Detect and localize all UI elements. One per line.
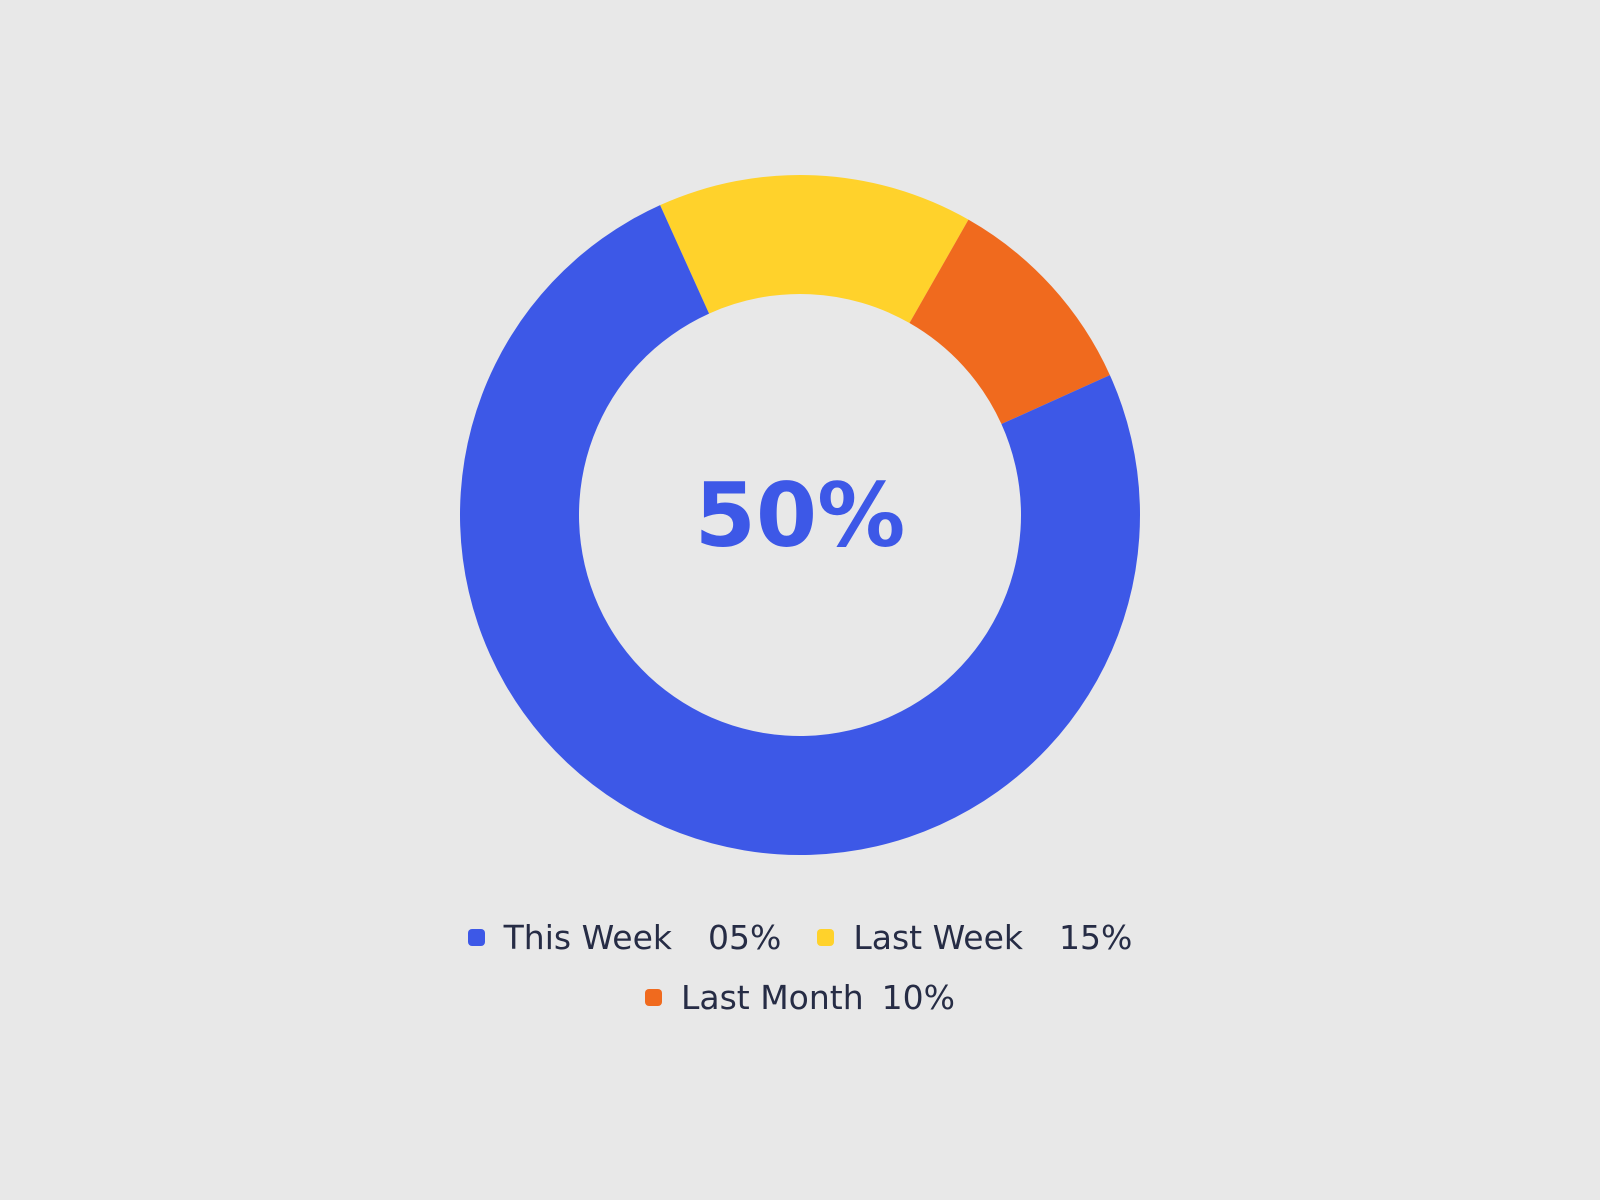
legend-value-last-week: 15% (1058, 917, 1133, 957)
legend-value-this-week: 05% (707, 917, 782, 957)
legend-swatch-last-month (644, 988, 662, 1006)
legend-item-last-month: Last Month 10% (644, 977, 956, 1017)
slice-last-month (909, 219, 1110, 425)
legend-row-2: Last Month 10% (0, 972, 1600, 1022)
legend-label-last-week: Last Week (853, 917, 1023, 957)
center-percentage-label: 50% (695, 464, 906, 567)
legend-item-this-week: This Week 05% (467, 917, 782, 957)
legend-swatch-this-week (467, 928, 485, 946)
donut-slices (460, 175, 1141, 856)
legend-label-last-month: Last Month (680, 977, 864, 1017)
legend-swatch-last-week (817, 928, 835, 946)
legend-row-1: This Week 05% Last Week 15% (0, 912, 1600, 962)
legend-value-last-month: 10% (881, 977, 956, 1017)
slice-last-week (660, 175, 969, 324)
legend-label-this-week: This Week (503, 917, 672, 957)
slice-this-week (460, 205, 1141, 856)
legend-item-last-week: Last Week 15% (817, 918, 1132, 957)
